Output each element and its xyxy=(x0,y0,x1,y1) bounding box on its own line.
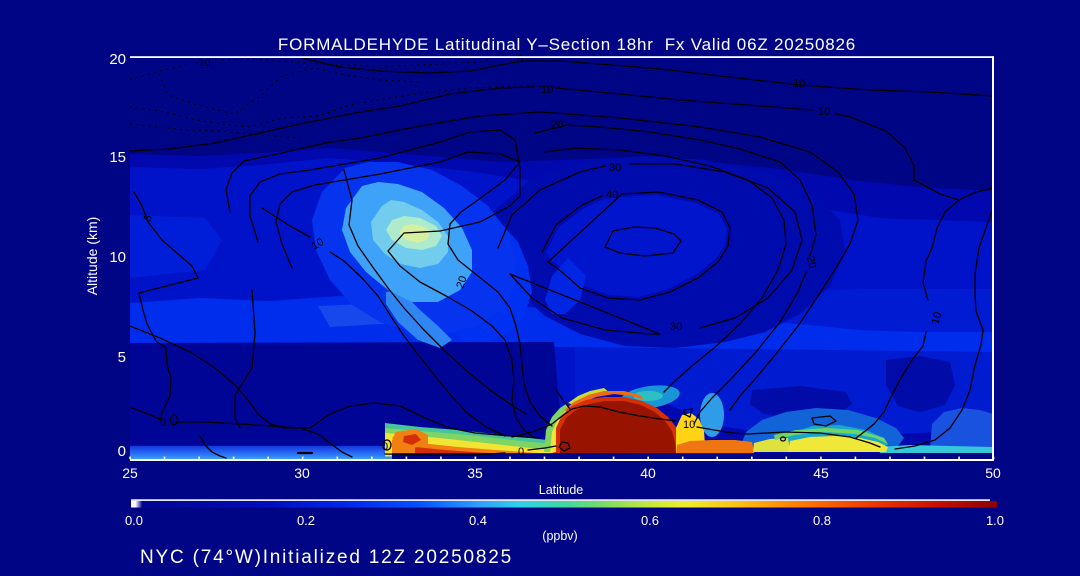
svg-text:0: 0 xyxy=(118,443,126,460)
svg-text:5: 5 xyxy=(118,349,126,366)
svg-text:20: 20 xyxy=(109,51,126,68)
svg-text:0.4: 0.4 xyxy=(469,513,487,528)
svg-text:(ppbv): (ppbv) xyxy=(542,529,577,543)
svg-text:10: 10 xyxy=(309,236,326,253)
svg-text:0: 0 xyxy=(382,441,388,453)
svg-text:1.0: 1.0 xyxy=(986,513,1004,528)
svg-text:0.0: 0.0 xyxy=(125,513,143,528)
svg-text:0.6: 0.6 xyxy=(641,513,659,528)
svg-text:15: 15 xyxy=(109,149,126,166)
svg-text:50: 50 xyxy=(985,465,1001,481)
svg-text:10: 10 xyxy=(541,84,553,96)
svg-text:-10: -10 xyxy=(195,57,211,69)
svg-text:NYC (74°W)Initialized 12Z 2025: NYC (74°W)Initialized 12Z 20250825 xyxy=(140,547,513,568)
svg-text:0: 0 xyxy=(517,53,523,65)
svg-text:25: 25 xyxy=(122,465,138,481)
svg-text:20: 20 xyxy=(551,119,563,131)
svg-text:5: 5 xyxy=(142,213,155,224)
svg-text:20: 20 xyxy=(454,275,469,290)
svg-text:35: 35 xyxy=(467,465,483,481)
svg-text:20: 20 xyxy=(804,255,818,269)
svg-text:30: 30 xyxy=(294,465,310,481)
svg-text:FORMALDEHYDE Latitudinal Y–Sec: FORMALDEHYDE Latitudinal Y–Section 18hr … xyxy=(278,35,856,54)
svg-text:10: 10 xyxy=(683,419,695,431)
svg-text:10: 10 xyxy=(930,311,945,326)
svg-text:30: 30 xyxy=(670,321,682,333)
svg-text:Latitude: Latitude xyxy=(539,483,584,497)
svg-text:40: 40 xyxy=(606,189,618,201)
svg-text:40: 40 xyxy=(640,465,656,481)
svg-text:10: 10 xyxy=(792,77,805,90)
svg-text:30: 30 xyxy=(609,162,621,174)
svg-text:0.2: 0.2 xyxy=(297,513,315,528)
svg-text:45: 45 xyxy=(813,465,829,481)
svg-text:0.8: 0.8 xyxy=(813,513,831,528)
svg-text:10: 10 xyxy=(109,249,126,266)
svg-text:0: 0 xyxy=(160,417,166,429)
svg-text:Altitude (km): Altitude (km) xyxy=(84,217,100,296)
svg-text:0: 0 xyxy=(518,446,524,458)
svg-text:10: 10 xyxy=(818,106,830,118)
